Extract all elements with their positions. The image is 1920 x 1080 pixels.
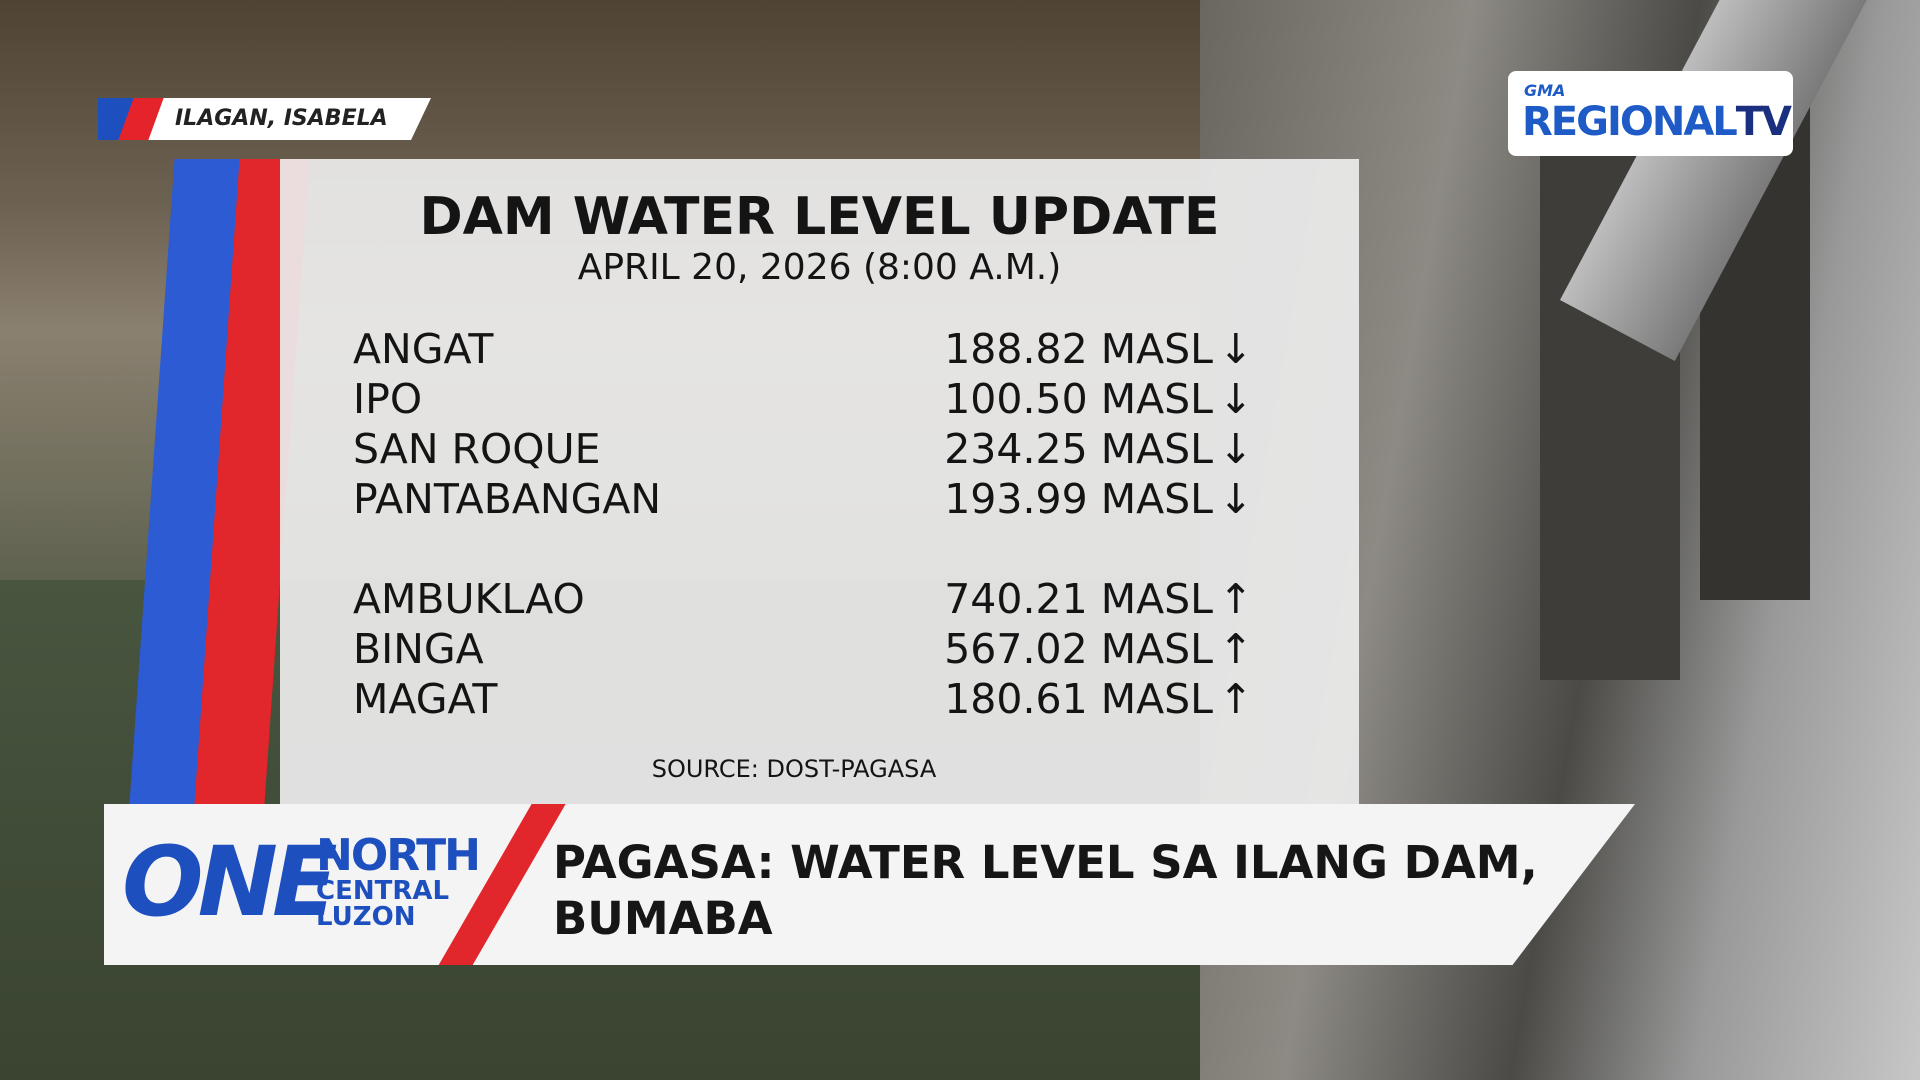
info-card: DAM WATER LEVEL UPDATE APRIL 20, 2026 (8…	[280, 159, 1359, 804]
dam-trend: ↑	[1218, 575, 1253, 623]
dam-trend: ↓	[1218, 475, 1253, 523]
dam-name: IPO	[353, 375, 423, 423]
brand: REGIONALTV	[1522, 99, 1792, 145]
dam-name: PANTABANGAN	[353, 475, 662, 523]
dam-name: AMBUKLAO	[353, 575, 585, 623]
headline-line: BUMABA	[553, 892, 773, 945]
dam-level: 193.99 MASL	[944, 475, 1213, 523]
location: ILAGAN, ISABELA	[175, 106, 388, 131]
show-logo-one: ONE	[122, 826, 338, 938]
lower-third: ONE NORTH CENTRAL LUZON PAGASA: WATER LE…	[104, 804, 1635, 965]
dam-trend: ↓	[1218, 375, 1253, 423]
dam-row: AMBUKLAO 740.21 MASL ↑	[353, 575, 1253, 625]
dam-row: SAN ROQUE 234.25 MASL ↓	[353, 425, 1253, 475]
card-title: DAM WATER LEVEL UPDATE	[419, 187, 1220, 247]
show-logo-north: NORTH	[316, 830, 481, 881]
show-logo-luzon: LUZON	[316, 902, 416, 932]
dam-row: MAGAT 180.61 MASL ↑	[353, 675, 1253, 725]
dam-level: 740.21 MASL	[944, 575, 1213, 623]
network: GMA	[1524, 81, 1566, 100]
dam-level: 180.61 MASL	[944, 675, 1213, 723]
channel-logo: GMA REGIONALTV	[1508, 71, 1793, 156]
dam-row: BINGA 567.02 MASL ↑	[353, 625, 1253, 675]
dam-trend: ↓	[1218, 325, 1253, 373]
card-date: APRIL 20, 2026 (8:00 A.M.)	[577, 247, 1062, 288]
dam-name: SAN ROQUE	[353, 425, 601, 473]
dam-row: IPO 100.50 MASL ↓	[353, 375, 1253, 425]
headline-line: PAGASA: WATER LEVEL SA ILANG DAM,	[553, 836, 1538, 889]
location-tag: ILAGAN, ISABELA	[98, 98, 431, 140]
brand-suffix: TV	[1735, 99, 1792, 145]
dam-level: 234.25 MASL	[944, 425, 1213, 473]
dam-name: MAGAT	[353, 675, 498, 723]
dam-row: PANTABANGAN 193.99 MASL ↓	[353, 475, 1253, 525]
show-logo-central: CENTRAL	[316, 876, 450, 906]
dam-name: ANGAT	[353, 325, 494, 373]
dam-level: 567.02 MASL	[944, 625, 1213, 673]
dam-trend: ↓	[1218, 425, 1253, 473]
dam-level: 188.82 MASL	[944, 325, 1213, 373]
dam-trend: ↑	[1218, 625, 1253, 673]
dam-trend: ↑	[1218, 675, 1253, 723]
dam-name: BINGA	[353, 625, 484, 673]
card-source: SOURCE: DOST-PAGASA	[651, 755, 937, 783]
dam-level: 100.50 MASL	[944, 375, 1213, 423]
dam-row: ANGAT 188.82 MASL ↓	[353, 325, 1253, 375]
brand-text: REGIONAL	[1522, 99, 1738, 145]
